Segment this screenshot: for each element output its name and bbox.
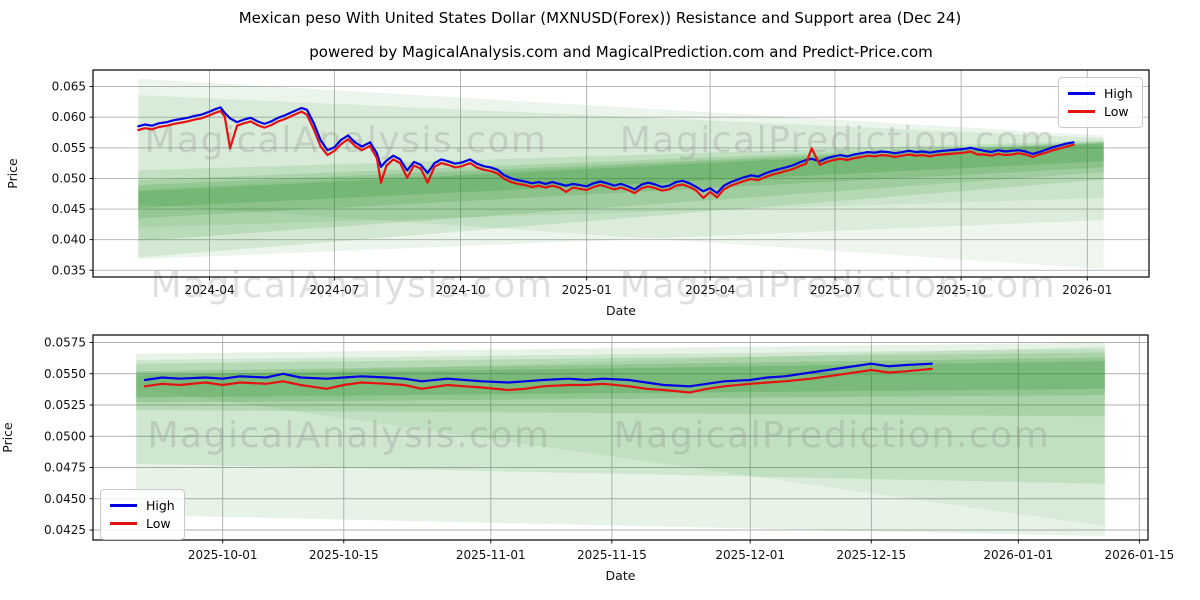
watermark-text: MagicalAnalysis.com xyxy=(148,415,551,456)
support-resistance-band xyxy=(138,141,1104,241)
figure-title: Mexican peso With United States Dollar (… xyxy=(238,9,962,27)
x-tick-label: 2025-07 xyxy=(810,283,860,297)
high-line-swatch xyxy=(1068,92,1095,95)
x-tick-label: 2025-10-01 xyxy=(188,548,258,562)
y-tick-label: 0.0425 xyxy=(44,523,86,537)
legend-top: High Low xyxy=(1058,77,1143,128)
y-tick-label: 0.0575 xyxy=(44,336,86,350)
watermark-text: MagicalPrediction.com xyxy=(614,415,1051,456)
chart-subtitle: powered by MagicalAnalysis.com and Magic… xyxy=(309,43,933,61)
support-resistance-band xyxy=(138,78,1104,260)
high-line xyxy=(137,106,1075,195)
watermark-text: MagicalPrediction.com xyxy=(620,265,1057,306)
legend-entry-low: Low xyxy=(1068,104,1133,119)
x-tick-label: 2024-07 xyxy=(309,283,359,297)
x-tick-label: 2025-12-01 xyxy=(715,548,785,562)
x-tick-label: 2026-01-01 xyxy=(983,548,1053,562)
x-tick-label: 2025-04 xyxy=(685,283,735,297)
support-resistance-band xyxy=(138,95,1104,228)
support-resistance-band xyxy=(138,142,1104,219)
high-line xyxy=(143,362,933,388)
support-resistance-band xyxy=(138,141,1104,269)
y-tick-label: 0.0525 xyxy=(44,398,86,412)
low-line xyxy=(143,367,933,394)
high-line-swatch xyxy=(110,504,137,507)
x-tick-label: 2024-10 xyxy=(435,283,485,297)
y-tick-label: 0.065 xyxy=(52,80,86,94)
support-resistance-band xyxy=(138,143,1104,208)
y-tick-label: 0.060 xyxy=(52,110,86,124)
y-tick-label: 0.055 xyxy=(52,141,86,155)
support-resistance-band xyxy=(136,342,1105,537)
axes-frame xyxy=(92,69,1150,278)
y-tick-label: 0.045 xyxy=(52,202,86,216)
x-axis-label: Date xyxy=(606,568,636,583)
legend-entry-high: High xyxy=(110,498,175,513)
legend-bottom: High Low xyxy=(100,489,185,540)
x-tick-label: 2026-01 xyxy=(1062,283,1112,297)
watermark-text: MagicalAnalysis.com xyxy=(151,265,554,306)
low-line xyxy=(137,109,1075,200)
x-tick-label: 2025-10-15 xyxy=(309,548,379,562)
y-tick-label: 0.0500 xyxy=(44,429,86,443)
x-tick-label: 2025-11-15 xyxy=(577,548,647,562)
x-axis-label: Date xyxy=(606,303,636,318)
legend-label-low: Low xyxy=(146,516,171,531)
legend-label-high: High xyxy=(146,498,175,513)
low-line-swatch xyxy=(1068,110,1095,113)
y-tick-label: 0.0450 xyxy=(44,492,86,506)
axes-frame xyxy=(92,334,1149,541)
legend-entry-high: High xyxy=(1068,86,1133,101)
legend-label-low: Low xyxy=(1104,104,1129,119)
y-tick-label: 0.050 xyxy=(52,171,86,185)
x-tick-label: 2026-01-15 xyxy=(1104,548,1174,562)
x-tick-label: 2024-04 xyxy=(185,283,235,297)
x-tick-label: 2025-11-01 xyxy=(456,548,526,562)
y-tick-label: 0.040 xyxy=(52,233,86,247)
y-axis-label: Price xyxy=(5,158,20,189)
x-tick-label: 2025-10 xyxy=(936,283,986,297)
y-tick-label: 0.0475 xyxy=(44,461,86,475)
x-tick-label: 2025-01 xyxy=(562,283,612,297)
y-axis-label: Price xyxy=(0,422,15,453)
y-tick-label: 0.035 xyxy=(52,263,86,277)
legend-label-high: High xyxy=(1104,86,1133,101)
x-tick-label: 2025-12-15 xyxy=(836,548,906,562)
legend-entry-low: Low xyxy=(110,516,175,531)
y-tick-label: 0.0550 xyxy=(44,367,86,381)
low-line-swatch xyxy=(110,522,137,525)
support-resistance-band xyxy=(136,346,1105,527)
